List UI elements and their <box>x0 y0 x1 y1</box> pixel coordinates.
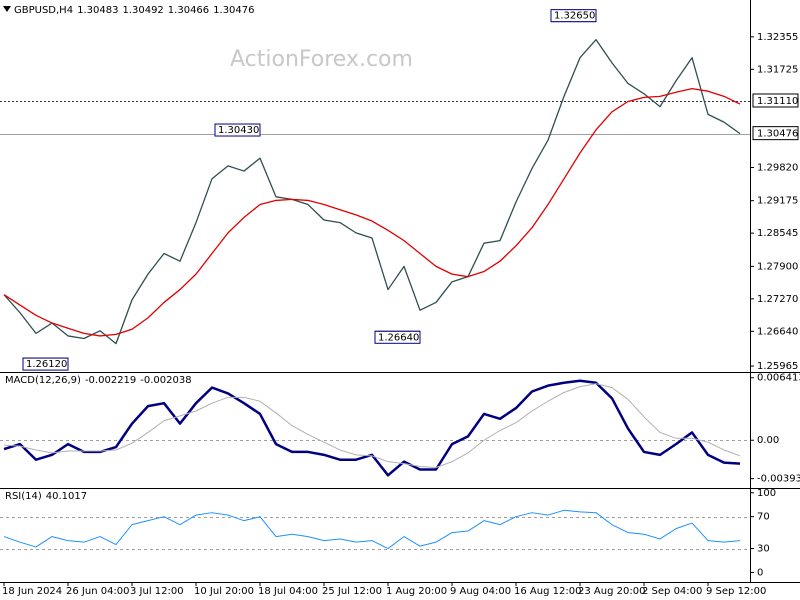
x-tick-label: 10 Jul 20:00 <box>194 586 254 597</box>
annotation-box <box>550 9 597 23</box>
y-tick-label: 1.27900 <box>757 261 798 272</box>
y-tick-label: 1.29820 <box>757 162 798 173</box>
annotation-box <box>22 357 69 371</box>
y-tick-label: -0.003938 <box>757 474 800 485</box>
annotation-label: 1.32650 <box>554 11 595 22</box>
macd-title: MACD(12,26,9) -0.002219 -0.002038 <box>5 375 192 386</box>
rsi-name: RSI(14) <box>5 491 42 502</box>
macd-value: -0.002219 <box>85 375 136 386</box>
x-tick-label: 25 Jul 12:00 <box>322 586 382 597</box>
level-label: 1.31110 <box>757 96 798 107</box>
y-tick-label: 100 <box>757 488 776 499</box>
y-tick-label: 0 <box>757 567 763 578</box>
annotation-label: 1.26120 <box>26 359 67 370</box>
macd-name: MACD(12,26,9) <box>5 375 81 386</box>
annotation-label: 1.30430 <box>218 125 259 136</box>
y-tick-label: 1.25965 <box>757 361 798 372</box>
watermark: ActionForex.com <box>230 47 413 72</box>
symbol-icon <box>3 6 11 12</box>
y-tick-label: 1.32355 <box>757 32 798 43</box>
x-tick-label: 23 Aug 20:00 <box>578 586 645 597</box>
level-label-box <box>752 126 799 141</box>
series-line <box>3 383 741 469</box>
close: 1.30476 <box>213 5 254 16</box>
annotation-box <box>374 330 421 344</box>
symbol: GBPUSD,H4 <box>14 5 73 16</box>
series-line <box>3 87 741 337</box>
annotation-label: 1.26640 <box>378 332 419 343</box>
y-tick-label: 1.31725 <box>757 64 798 75</box>
x-tick-label: 2 Sep 04:00 <box>642 586 702 597</box>
y-tick-label: 0.00 <box>757 435 779 446</box>
x-tick-label: 9 Sep 12:00 <box>706 586 766 597</box>
macd-signal-value: -0.002038 <box>140 375 191 386</box>
low: 1.30466 <box>168 5 209 16</box>
y-tick-label: 1.29175 <box>757 196 798 207</box>
y-tick-label: 70 <box>757 512 770 523</box>
y-tick-label: 1.28545 <box>757 228 798 239</box>
x-tick-label: 26 Jun 04:00 <box>66 586 130 597</box>
series-line <box>3 509 741 550</box>
x-tick-label: 16 Aug 12:00 <box>514 586 581 597</box>
y-tick-label: 1.26640 <box>757 326 798 337</box>
open: 1.30483 <box>77 5 118 16</box>
x-tick-label: 3 Jul 12:00 <box>130 586 184 597</box>
y-tick-label: 30 <box>757 544 770 555</box>
x-tick-label: 1 Aug 20:00 <box>386 586 447 597</box>
x-tick-label: 18 Jun 2024 <box>2 586 62 597</box>
x-tick-label: 9 Aug 04:00 <box>450 586 511 597</box>
series-line <box>3 379 741 477</box>
level-label: 1.30476 <box>757 129 798 140</box>
series-line <box>3 39 741 345</box>
x-tick-label: 18 Jul 04:00 <box>258 586 318 597</box>
y-tick-label: 1.27270 <box>757 294 798 305</box>
high: 1.30492 <box>122 5 163 16</box>
y-tick-label: 0.006413 <box>757 373 800 384</box>
symbol-title: GBPUSD,H4 1.30483 1.30492 1.30466 1.30476 <box>14 5 255 16</box>
rsi-value: 40.1017 <box>46 491 87 502</box>
annotation-box <box>214 123 261 137</box>
rsi-title: RSI(14) 40.1017 <box>5 491 87 502</box>
level-label-box <box>752 93 799 108</box>
frames <box>0 0 800 583</box>
